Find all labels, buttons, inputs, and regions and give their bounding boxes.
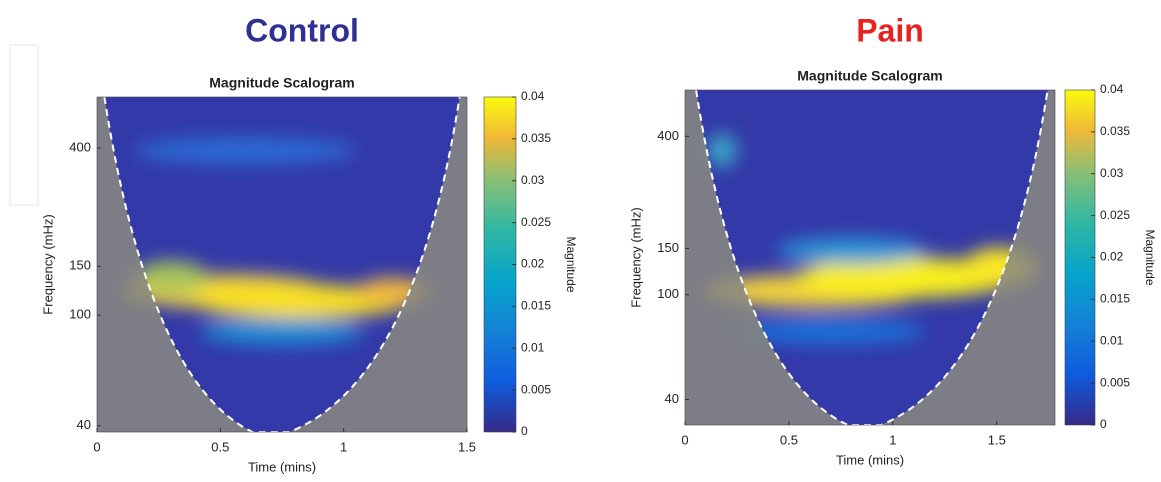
- colorbar-tick-label: 0.025: [1100, 208, 1130, 222]
- x-axis-label: Time (mins): [248, 459, 316, 474]
- colorbar-tick-label: 0.03: [1100, 166, 1124, 180]
- colorbar-tick-label: 0.04: [1100, 82, 1124, 96]
- frame-artifact: [9, 44, 39, 206]
- colorbar-tick-label: 0.02: [521, 257, 545, 271]
- y-axis-label: Frequency (mHz): [40, 214, 55, 314]
- y-tick-label: 150: [657, 240, 679, 255]
- x-tick-label: 1: [889, 432, 896, 447]
- x-tick-label: 1: [340, 439, 347, 454]
- heatmap-blob: [707, 133, 737, 168]
- colorbar-tick-label: 0.035: [1100, 124, 1130, 138]
- x-axis-label: Time (mins): [836, 452, 904, 467]
- colorbar-label: Magnitude: [1143, 229, 1157, 285]
- colorbar-tick-label: 0.015: [521, 299, 551, 313]
- colorbar-tick-label: 0.015: [1100, 292, 1130, 306]
- chart-title: Magnitude Scalogram: [797, 68, 942, 84]
- colorbar-tick-label: 0.03: [521, 173, 545, 187]
- x-tick-label: 0: [93, 439, 100, 454]
- y-tick-label: 100: [69, 307, 91, 322]
- colorbar-tick-label: 0.04: [521, 89, 545, 103]
- colorbar-tick-label: 0.005: [1100, 375, 1130, 389]
- y-tick-label: 400: [69, 139, 91, 154]
- colorbar-tick-label: 0.02: [1100, 250, 1124, 264]
- panel-title: Pain: [856, 12, 924, 48]
- heatmap-blobs: [703, 133, 1037, 345]
- colorbar-label: Magnitude: [564, 236, 578, 292]
- y-tick-label: 100: [657, 286, 679, 301]
- heatmap-blob: [777, 237, 926, 265]
- heatmap-blob: [189, 284, 412, 319]
- panel-title: Control: [245, 12, 359, 48]
- colorbar: [483, 96, 517, 433]
- coi-shade: [685, 90, 1055, 425]
- y-tick-label: 400: [657, 128, 679, 143]
- colorbar-tick-label: 0: [1100, 417, 1107, 431]
- coi-shade: [97, 97, 467, 432]
- y-tick-label: 40: [665, 391, 679, 406]
- heatmap-blob: [740, 317, 926, 345]
- x-tick-label: 0: [681, 432, 688, 447]
- heatmap-blob: [200, 318, 364, 345]
- coi-line: [695, 90, 1049, 425]
- heatmap: [685, 90, 1055, 425]
- y-tick-label: 40: [77, 417, 91, 432]
- heatmap-blob: [134, 137, 356, 165]
- heatmap-blob: [134, 261, 208, 295]
- colorbar-tick-label: 0.035: [521, 131, 551, 145]
- y-axis-label: Frequency (mHz): [628, 207, 643, 307]
- x-tick-label: 1.5: [988, 432, 1006, 447]
- colorbar-tick-label: 0.01: [521, 340, 545, 354]
- colorbar-tick-label: 0.01: [1100, 333, 1124, 347]
- x-tick-label: 1.5: [458, 439, 476, 454]
- x-tick-label: 0.5: [211, 439, 229, 454]
- x-tick-label: 0.5: [780, 432, 798, 447]
- colorbar-tick-label: 0.005: [521, 382, 551, 396]
- heatmap: [97, 97, 467, 432]
- plot-frame: [684, 89, 1056, 426]
- chart-title: Magnitude Scalogram: [209, 75, 354, 91]
- colorbar: [1064, 89, 1096, 426]
- colorbar-tick-label: 0: [521, 424, 528, 438]
- colorbar-tick-label: 0.025: [521, 215, 551, 229]
- plot-frame: [96, 96, 468, 433]
- y-tick-label: 150: [69, 258, 91, 273]
